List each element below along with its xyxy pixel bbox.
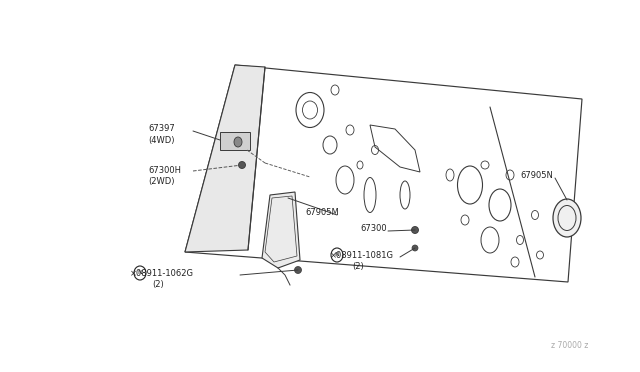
Text: 67300: 67300 — [360, 224, 387, 232]
Text: N: N — [138, 270, 142, 276]
Text: ×08911-1062G: ×08911-1062G — [130, 269, 194, 278]
Ellipse shape — [553, 199, 581, 237]
Text: 67397: 67397 — [148, 124, 175, 132]
Polygon shape — [185, 65, 265, 252]
Text: (2WD): (2WD) — [148, 176, 175, 186]
Polygon shape — [262, 192, 300, 268]
Text: (2): (2) — [352, 262, 364, 270]
Text: z 70000 z: z 70000 z — [550, 341, 588, 350]
Ellipse shape — [239, 161, 246, 169]
Ellipse shape — [412, 245, 418, 251]
Text: (2): (2) — [152, 279, 164, 289]
FancyBboxPatch shape — [220, 132, 250, 150]
Text: ×08911-1081G: ×08911-1081G — [330, 250, 394, 260]
Ellipse shape — [294, 266, 301, 273]
Text: 67905M: 67905M — [305, 208, 339, 217]
Text: 67300H: 67300H — [148, 166, 181, 174]
Text: 67905N: 67905N — [520, 170, 553, 180]
Ellipse shape — [234, 137, 242, 147]
Text: (4WD): (4WD) — [148, 135, 175, 144]
Text: N: N — [335, 253, 339, 257]
Ellipse shape — [412, 227, 419, 234]
